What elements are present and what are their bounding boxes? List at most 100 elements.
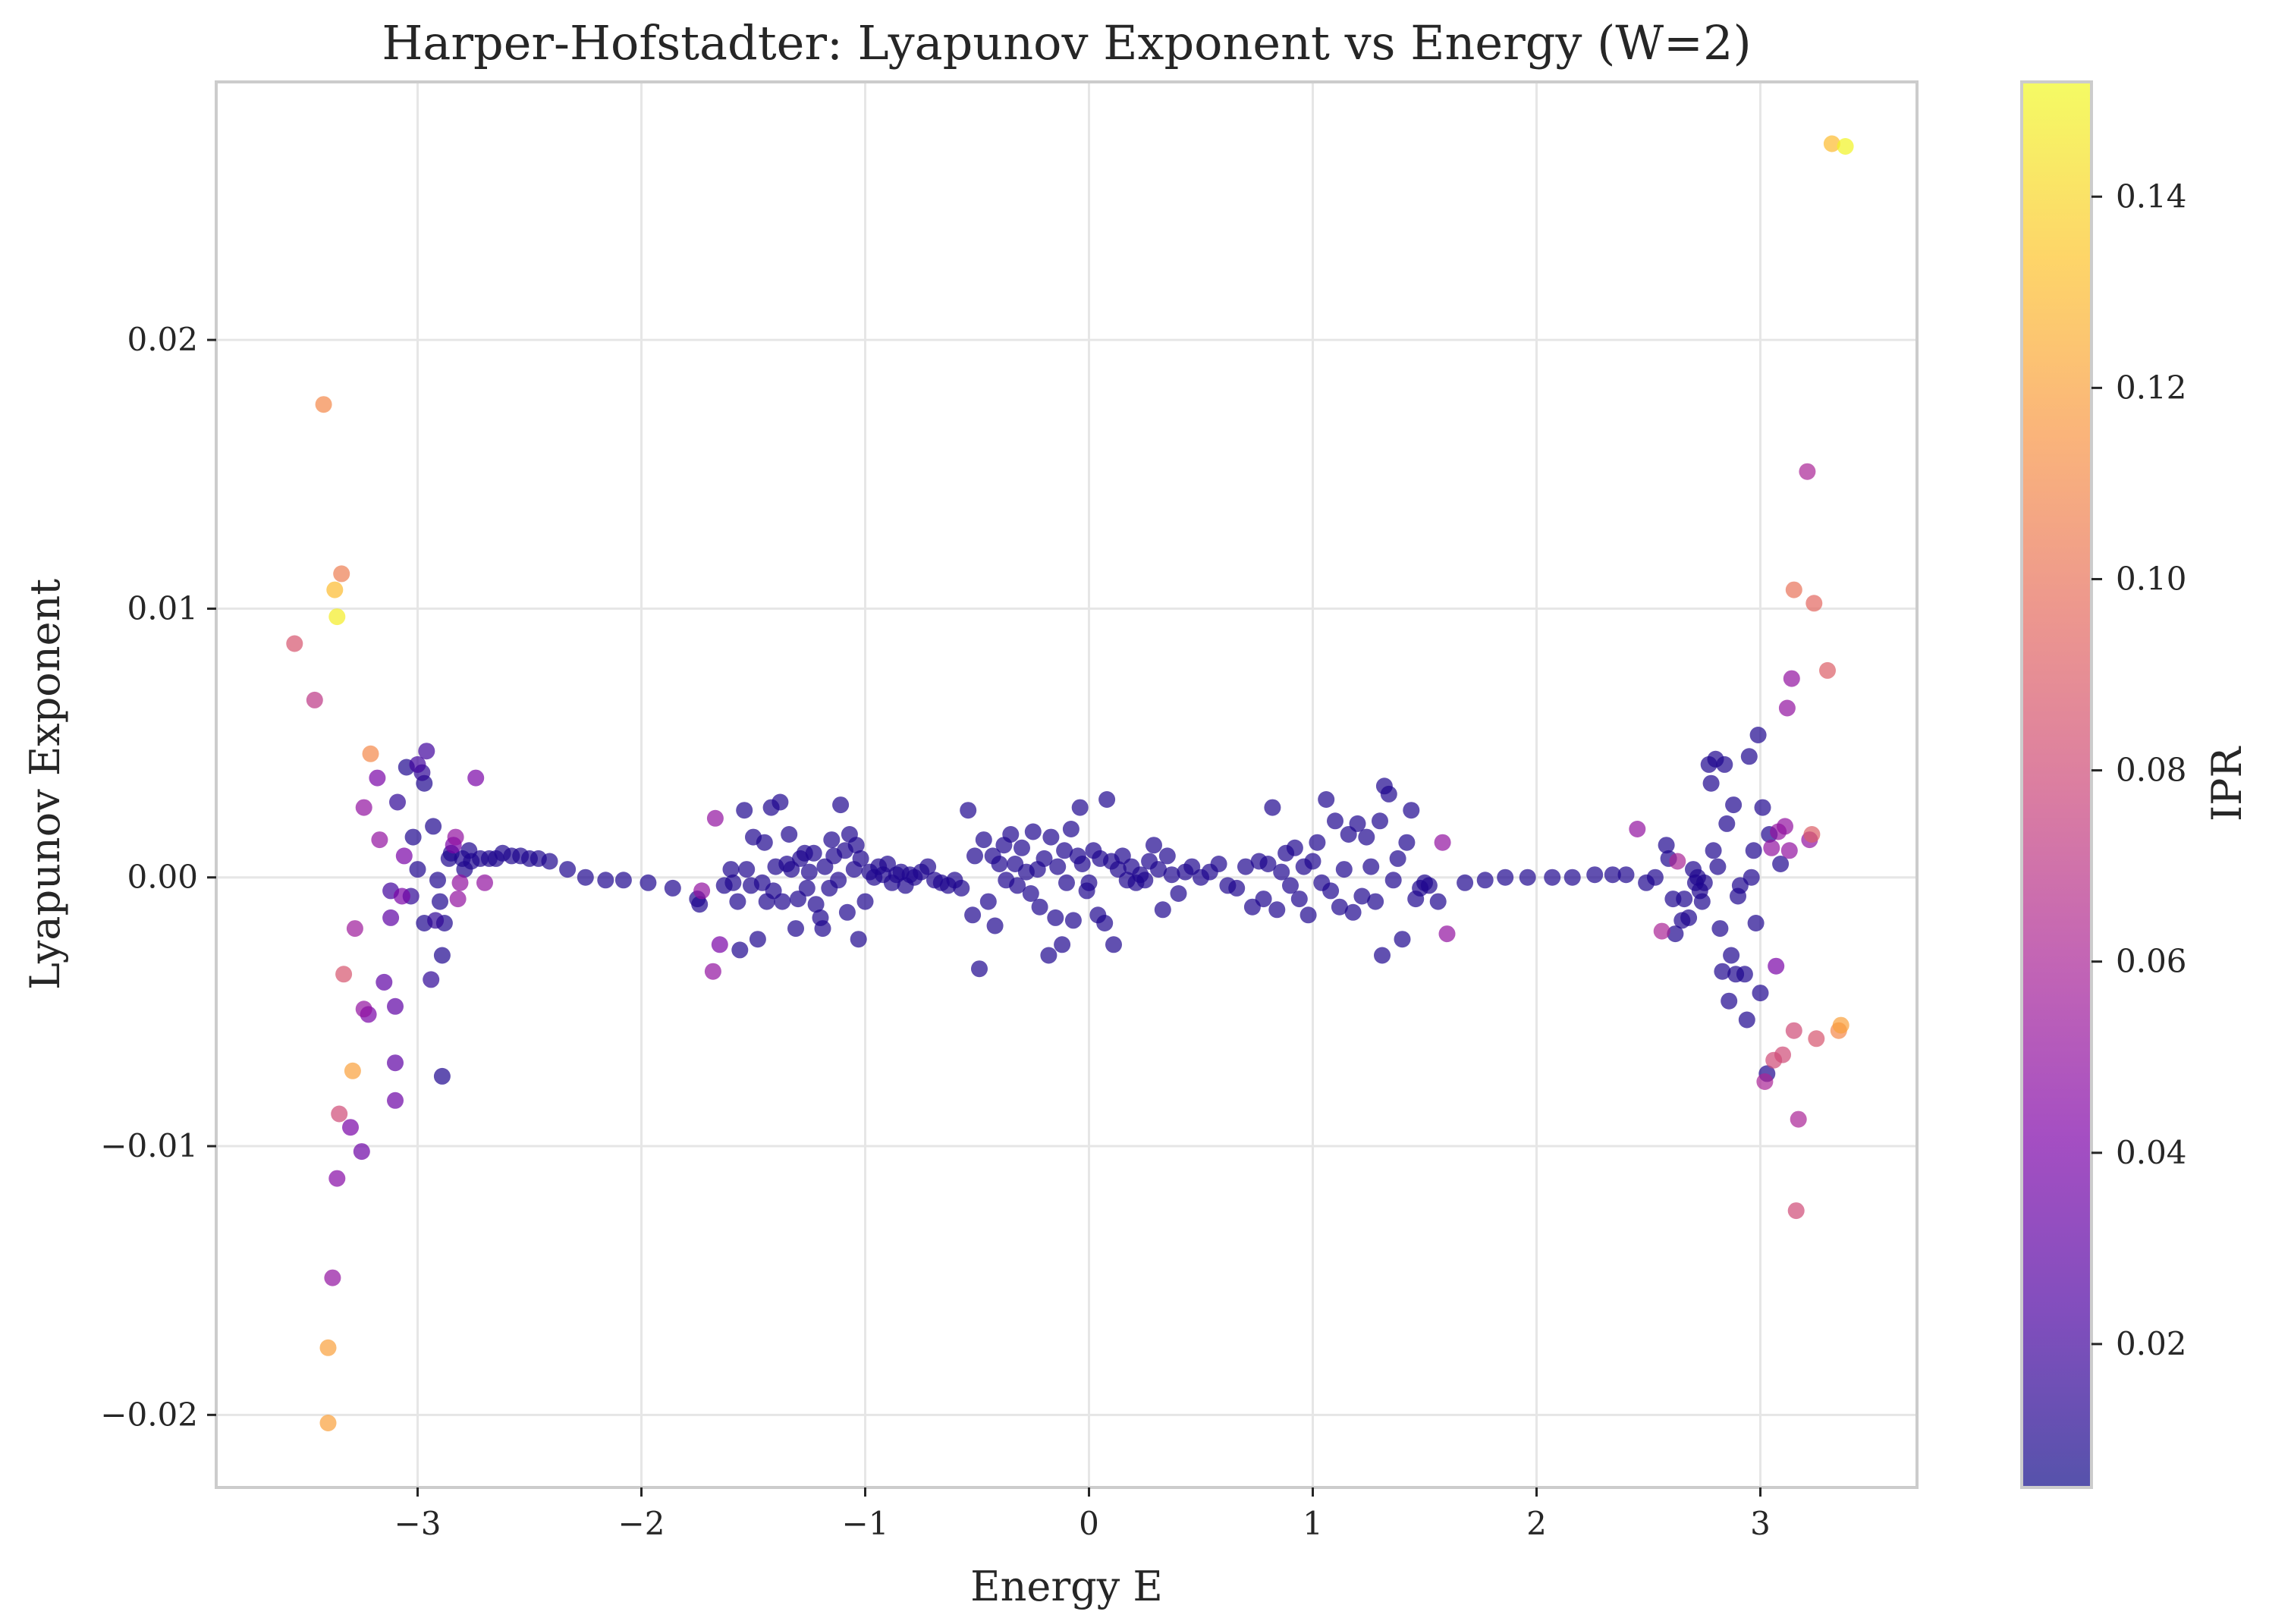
scatter-point — [1768, 957, 1785, 975]
scatter-point — [1058, 874, 1075, 891]
scatter-point — [1629, 821, 1646, 837]
scatter-point — [1740, 748, 1758, 765]
colorbar-gradient — [2022, 82, 2091, 1487]
y-tick-label: −0.02 — [100, 1396, 198, 1433]
scatter-point — [1723, 947, 1740, 964]
scatter-point — [1322, 882, 1340, 900]
scatter-point — [1702, 774, 1720, 792]
scatter-point — [1309, 834, 1326, 851]
scatter-point — [1752, 985, 1769, 1002]
scatter-point — [1709, 858, 1727, 875]
x-tick-label: 0 — [1079, 1505, 1099, 1542]
scatter-point — [966, 847, 983, 865]
scatter-point — [1374, 947, 1391, 964]
scatter-point — [1756, 1073, 1774, 1090]
scatter-point — [960, 802, 977, 819]
colorbar-frame — [2020, 80, 2093, 1489]
scatter-point — [1586, 866, 1604, 884]
scatter-point — [597, 872, 614, 889]
scatter-point — [1255, 891, 1272, 908]
scatter-point — [1785, 581, 1802, 598]
scatter-point — [319, 1339, 337, 1356]
scatter-point — [286, 635, 303, 652]
colorbar-tick-label: 0.02 — [2116, 1325, 2187, 1362]
scatter-point — [1653, 922, 1670, 940]
scatter-point — [1136, 872, 1154, 889]
scatter-point — [706, 809, 724, 827]
scatter-point — [1384, 872, 1402, 889]
colorbar-ticks: 0.02 0.04 0.06 0.08 0.10 0.12 0.14 — [2091, 177, 2187, 1362]
scatter-point — [1062, 821, 1080, 837]
scatter-point — [1837, 138, 1854, 155]
scatter-point — [1780, 842, 1798, 859]
scatter-point — [451, 874, 469, 891]
scatter-point — [1403, 802, 1420, 819]
scatter-point — [640, 874, 657, 891]
scatter-point — [1154, 901, 1171, 919]
scatter-point — [798, 879, 816, 897]
scatter-point — [1353, 887, 1371, 905]
scatter-point — [1150, 861, 1167, 878]
scatter-point — [1344, 903, 1362, 921]
scatter-point — [1014, 839, 1030, 856]
scatter-point — [1438, 925, 1456, 943]
scatter-point — [729, 893, 746, 910]
scatter-point — [423, 971, 440, 988]
scatter-point — [814, 920, 831, 938]
scatter-point — [749, 931, 766, 948]
scatter-point — [1743, 869, 1760, 886]
scatter-point — [693, 882, 711, 900]
scatter-point — [1056, 842, 1073, 859]
scatter-point — [1022, 885, 1039, 902]
y-axis-ticks: −0.02 −0.01 0.00 0.01 0.02 — [100, 321, 216, 1433]
scatter-point — [1105, 936, 1122, 953]
scatter-point — [1170, 885, 1187, 902]
scatter-point — [1331, 898, 1348, 916]
scatter-point — [852, 850, 869, 867]
scatter-point — [1335, 861, 1353, 878]
scatter-point — [328, 608, 346, 626]
scatter-point — [1299, 906, 1317, 924]
colorbar-tick-label: 0.08 — [2116, 752, 2187, 789]
scatter-point — [1790, 1110, 1807, 1128]
scatter-point — [1420, 877, 1438, 894]
scatter-point — [387, 997, 404, 1015]
scatter-point — [1738, 1011, 1755, 1029]
scatter-point — [731, 941, 749, 959]
scatter-point — [856, 893, 874, 910]
scatter-point — [1073, 856, 1091, 872]
scatter-point — [1783, 670, 1800, 687]
scatter-points — [286, 135, 1854, 1431]
y-tick-label: 0.00 — [127, 859, 198, 896]
scatter-point — [772, 793, 789, 811]
scatter-point — [691, 896, 709, 913]
scatter-point — [427, 912, 445, 929]
scatter-point — [1372, 812, 1388, 830]
scatter-point — [1747, 915, 1765, 931]
scatter-point — [1617, 866, 1635, 884]
scatter-point — [724, 874, 742, 891]
scatter-point — [1163, 866, 1180, 884]
scatter-point — [1429, 893, 1447, 910]
scatter-point — [387, 1054, 404, 1072]
scatter-point — [369, 769, 386, 787]
scatter-point — [1098, 791, 1116, 808]
scatter-point — [738, 861, 756, 878]
scatter-point — [832, 796, 850, 814]
y-tick-label: 0.02 — [127, 321, 198, 358]
scatter-point — [1476, 872, 1494, 889]
colorbar-label: IPR — [2203, 746, 2251, 821]
scatter-point — [1819, 661, 1836, 679]
scatter-point — [953, 879, 970, 897]
scatter-point — [1047, 909, 1064, 926]
scatter-point — [1009, 877, 1026, 894]
scatter-point — [1002, 826, 1020, 843]
scatter-point — [1787, 1202, 1805, 1220]
scatter-point — [1064, 912, 1082, 929]
scatter-point — [800, 863, 818, 881]
scatter-point — [541, 853, 558, 870]
scatter-point — [1725, 796, 1743, 814]
scatter-point — [1774, 1046, 1791, 1063]
scatter-point — [1398, 834, 1416, 851]
